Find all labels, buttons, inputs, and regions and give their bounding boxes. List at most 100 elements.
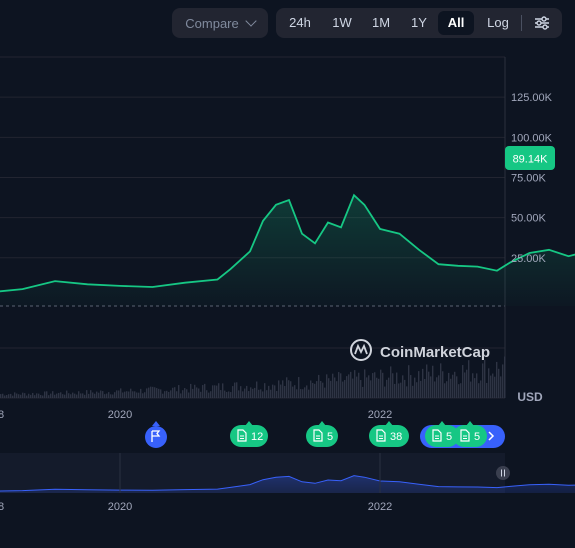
volume-bar (366, 377, 368, 398)
volume-bar (468, 360, 470, 398)
volume-bar (12, 395, 14, 398)
navigator-handle[interactable] (496, 466, 510, 480)
navigator-tick-label: 8 (0, 501, 4, 513)
event-marker[interactable]: 38 (369, 421, 409, 447)
volume-bar (280, 384, 282, 398)
log-scale-button[interactable]: Log (487, 15, 509, 30)
range-1m-button[interactable]: 1M (371, 15, 391, 30)
volume-bar (248, 391, 250, 398)
volume-bar (18, 394, 20, 398)
volume-bar (112, 394, 114, 398)
volume-bar (410, 375, 412, 398)
volume-bar (54, 394, 56, 398)
event-marker[interactable]: 5 (425, 421, 459, 447)
volume-bar (94, 393, 96, 398)
volume-bar (442, 371, 444, 398)
volume-bar (72, 392, 74, 398)
volume-bar (382, 372, 384, 398)
volume-bar (428, 371, 430, 398)
volume-bar (184, 388, 186, 398)
volume-bar (238, 390, 240, 398)
volume-bar (390, 366, 392, 398)
volume-bar (262, 391, 264, 398)
volume-bar (108, 392, 110, 398)
volume-bar (318, 374, 320, 398)
volume-bar (372, 373, 374, 398)
volume-bar (56, 393, 58, 398)
volume-bar (152, 386, 154, 398)
volume-bar (288, 380, 290, 398)
document-icon (460, 429, 470, 442)
volume-bar (312, 382, 314, 398)
volume-bar (134, 391, 136, 398)
volume-bar (24, 393, 26, 398)
volume-bar (168, 391, 170, 398)
volume-bar (158, 388, 160, 398)
range-all-button[interactable]: All (438, 11, 474, 35)
volume-bar (274, 385, 276, 398)
volume-bar (20, 394, 22, 398)
volume-bar (208, 392, 210, 398)
volume-bar (404, 379, 406, 398)
volume-bar (446, 381, 448, 398)
navigator-tick-label: 2020 (108, 501, 132, 513)
volume-bar (368, 375, 370, 398)
volume-bar (450, 378, 452, 398)
volume-bar (430, 376, 432, 398)
event-marker[interactable]: 5 (306, 421, 338, 447)
volume-bar (286, 377, 288, 398)
range-1y-button[interactable]: 1Y (411, 15, 427, 30)
volume-bar (320, 381, 322, 398)
volume-bar (462, 365, 464, 398)
volume-bar (202, 385, 204, 398)
volume-bar (494, 376, 496, 398)
volume-bar (236, 382, 238, 398)
volume-bar (110, 394, 112, 398)
x-tick-label: 8 (0, 409, 4, 421)
volume-bar (502, 364, 504, 398)
volume-bar (358, 372, 360, 398)
volume-bar (124, 391, 126, 398)
volume-bar (198, 388, 200, 398)
volume-bar (224, 390, 226, 398)
volume-bar (264, 383, 266, 398)
volume-bar (290, 381, 292, 398)
volume-bar (172, 387, 174, 398)
event-marker[interactable]: 5 (453, 421, 487, 447)
volume-bar (194, 384, 196, 398)
volume-bar (96, 391, 98, 398)
volume-bar (84, 394, 86, 398)
volume-bar (188, 392, 190, 398)
volume-bar (162, 393, 164, 398)
volume-bar (34, 395, 36, 398)
volume-bar (344, 379, 346, 398)
volume-bar (268, 385, 270, 398)
event-count: 5 (474, 431, 480, 443)
volume-bar (68, 393, 70, 398)
volume-bar (270, 389, 272, 398)
volume-bar (136, 392, 138, 398)
event-marker[interactable] (145, 421, 167, 448)
volume-bar (58, 392, 60, 398)
volume-bar (182, 390, 184, 398)
volume-bar (192, 388, 194, 398)
compare-button[interactable]: Compare (172, 8, 268, 38)
volume-bar (402, 375, 404, 398)
event-marker[interactable]: 12 (230, 421, 268, 447)
volume-bar (170, 390, 172, 398)
volume-bar (294, 385, 296, 398)
volume-bar (226, 391, 228, 398)
volume-bar (174, 387, 176, 398)
volume-bar (186, 389, 188, 398)
volume-bar (70, 394, 72, 398)
compare-label: Compare (185, 15, 239, 31)
volume-bar (78, 391, 80, 398)
volume-bar (418, 371, 420, 398)
sliders-icon[interactable] (531, 12, 553, 34)
range-1w-button[interactable]: 1W (332, 15, 352, 30)
range-24h-button[interactable]: 24h (289, 15, 311, 30)
volume-bar (246, 385, 248, 398)
volume-bar (180, 393, 182, 398)
volume-bar (438, 375, 440, 398)
